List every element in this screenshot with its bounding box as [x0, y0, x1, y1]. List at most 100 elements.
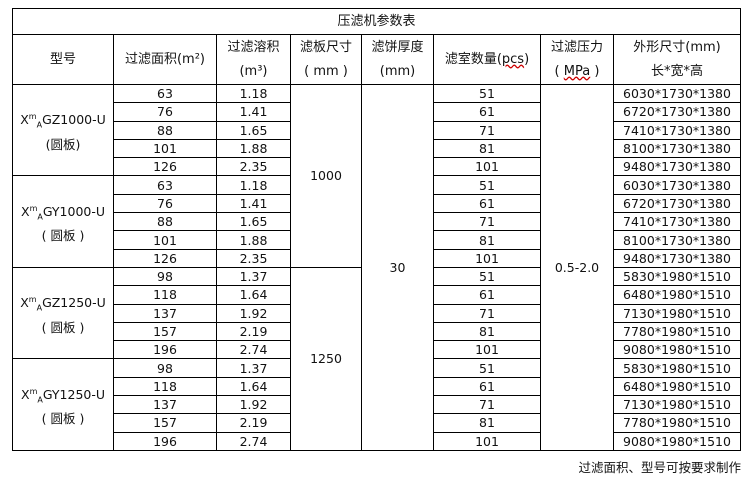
volume-cell: 1.41 [216, 193, 291, 214]
table-row: 157 2.19 81 7780*1980*1510 [13, 413, 742, 433]
area-cell: 101 [113, 230, 217, 250]
volume-cell: 2.35 [216, 157, 291, 177]
dimensions-cell: 6720*1730*1380 [612, 102, 742, 122]
model-cell: XmAGZ1250-U ( 圆板 ) [12, 266, 114, 360]
chambers-cell: 81 [433, 138, 541, 159]
area-cell: 118 [113, 285, 217, 305]
area-cell: 63 [113, 83, 217, 104]
table-row: 88 1.65 71 7410*1730*1380 [13, 212, 742, 232]
table-row: 126 2.35 101 9480*1730*1380 [13, 248, 742, 268]
volume-cell: 1.92 [216, 303, 291, 323]
table-row: 101 1.88 81 8100*1730*1380 [13, 138, 742, 159]
model-cell: XmAGZ1000-U (圆板) [12, 83, 114, 177]
dimensions-cell: 7410*1730*1380 [612, 120, 742, 140]
model-plate-type: ( 圆板 ) [41, 319, 85, 335]
volume-cell: 1.37 [216, 266, 291, 287]
header-volume: 过滤溶积 (m³) [216, 34, 291, 85]
chambers-cell: 71 [433, 212, 541, 232]
table-row: 137 1.92 71 7130*1980*1510 [13, 395, 742, 415]
area-cell: 88 [113, 212, 217, 232]
header-pressure-unit: MPa [563, 63, 591, 79]
footer-note: 过滤面积、型号可按要求制作 [578, 460, 741, 475]
volume-cell: 2.19 [216, 321, 291, 342]
pressure-cell: 0.5-2.0 [540, 84, 614, 451]
dimensions-cell: 7780*1980*1510 [612, 413, 742, 433]
volume-cell: 1.64 [216, 376, 291, 397]
header-cake-unit: (mm) [379, 63, 416, 79]
volume-cell: 1.65 [216, 120, 291, 140]
header-cake-label: 滤饼厚度 [371, 39, 424, 55]
chambers-cell: 81 [433, 230, 541, 250]
volume-cell: 1.64 [216, 285, 291, 305]
dimensions-cell: 8100*1730*1380 [612, 138, 742, 159]
model-name: XmAGZ1000-U [20, 111, 106, 130]
volume-cell: 1.37 [216, 358, 291, 378]
dimensions-cell: 9080*1980*1510 [612, 431, 742, 451]
area-cell: 98 [113, 358, 217, 378]
model-plate-type: ( 圆板 ) [41, 411, 85, 427]
model-name: XmAGY1250-U [20, 386, 106, 405]
header-dimensions: 外形尺寸(mm) 长*宽*高 [612, 34, 742, 85]
dimensions-cell: 6030*1730*1380 [612, 83, 742, 104]
volume-cell: 2.19 [216, 413, 291, 433]
chambers-cell: 101 [433, 248, 541, 268]
model-plate-type: (圆板) [45, 136, 81, 152]
area-cell: 196 [113, 431, 217, 451]
dimensions-cell: 9480*1730*1380 [612, 157, 742, 177]
dimensions-cell: 7130*1980*1510 [612, 303, 742, 323]
dimensions-cell: 7130*1980*1510 [612, 395, 742, 415]
chambers-cell: 101 [433, 157, 541, 177]
chambers-cell: 51 [433, 175, 541, 195]
area-cell: 76 [113, 102, 217, 122]
dimensions-cell: 8100*1730*1380 [612, 230, 742, 250]
chambers-cell: 61 [433, 376, 541, 397]
area-cell: 137 [113, 395, 217, 415]
area-cell: 98 [113, 266, 217, 287]
area-cell: 88 [113, 120, 217, 140]
volume-cell: 2.74 [216, 431, 291, 451]
header-chambers-close: ) [524, 51, 530, 67]
chambers-cell: 101 [433, 340, 541, 360]
area-cell: 126 [113, 157, 217, 177]
volume-cell: 1.88 [216, 230, 291, 250]
area-cell: 76 [113, 193, 217, 214]
volume-cell: 1.18 [216, 83, 291, 104]
dimensions-cell: 6720*1730*1380 [612, 193, 742, 214]
table-row: XmAGY1250-U ( 圆板 ) 98 1.37 51 5830*1980*1510 [12, 358, 742, 451]
header-model: 型号 [12, 34, 114, 85]
dimensions-cell: 9480*1730*1380 [612, 248, 742, 268]
chambers-cell: 71 [433, 303, 541, 323]
chambers-cell: 51 [433, 358, 541, 378]
volume-cell: 1.92 [216, 395, 291, 415]
chambers-cell: 61 [433, 102, 541, 122]
header-pressure-close: ) [590, 63, 600, 79]
header-plate: 滤板尺寸 ( mm ) [290, 34, 362, 85]
header-chambers-label: 滤室数量( [444, 51, 502, 67]
table-title: 压滤机参数表 [11, 8, 742, 35]
volume-cell: 2.35 [216, 248, 291, 268]
cake-thickness-cell: 30 [361, 84, 434, 451]
dimensions-cell: 6030*1730*1380 [612, 175, 742, 195]
chambers-cell: 71 [433, 120, 541, 140]
table-row: 76 1.41 61 6720*1730*1380 [13, 193, 742, 214]
volume-cell: 1.88 [216, 138, 291, 159]
header-chambers-unit: pcs [501, 51, 525, 67]
header-volume-label: 过滤溶积 [227, 39, 280, 55]
header-pressure: 过滤压力 ( MPa ) [540, 34, 614, 85]
chambers-cell: 61 [433, 193, 541, 214]
table-row: 126 2.35 101 9480*1730*1380 [13, 157, 742, 177]
dimensions-cell: 7410*1730*1380 [612, 212, 742, 232]
model-cell: XmAGY1250-U ( 圆板 ) [12, 358, 114, 451]
dimensions-cell: 9080*1980*1510 [612, 340, 742, 360]
plate-size-cell: 1250 [290, 266, 362, 451]
model-name: XmAGZ1250-U [20, 294, 106, 313]
dimensions-cell: 7780*1980*1510 [612, 321, 742, 342]
header-plate-unit: ( mm ) [304, 63, 348, 79]
header-area: 过滤面积(m²) [113, 34, 217, 85]
header-volume-unit: (m³) [239, 63, 268, 79]
area-cell: 137 [113, 303, 217, 323]
model-plate-type: ( 圆板 ) [41, 228, 85, 244]
header-cake: 滤饼厚度 (mm) [361, 34, 434, 85]
area-cell: 126 [113, 248, 217, 268]
area-cell: 157 [113, 413, 217, 433]
